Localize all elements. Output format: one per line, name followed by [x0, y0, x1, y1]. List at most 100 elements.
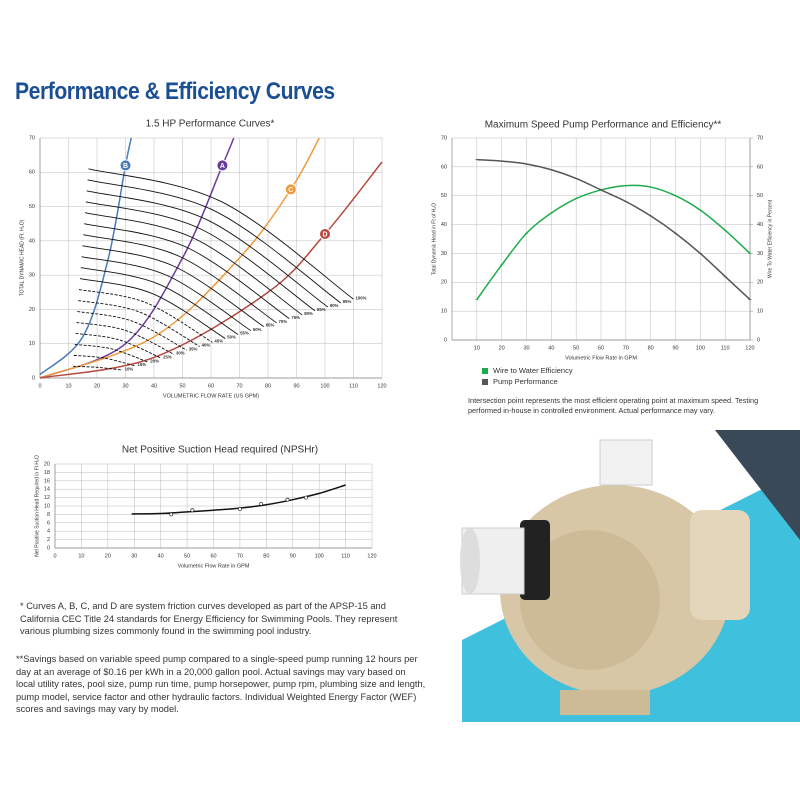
legend-label: Pump Performance	[493, 377, 558, 386]
y-tick-label: 8	[47, 512, 50, 518]
curve-label: B	[123, 163, 128, 170]
chart-note: Intersection point represents the most e…	[468, 396, 759, 415]
y-tick-label: 2	[47, 537, 50, 543]
series-line	[39, 137, 132, 376]
pump-photo	[460, 430, 800, 722]
speed-label: 65%	[266, 323, 275, 328]
x-tick-label: 50	[573, 345, 579, 351]
series-line	[74, 343, 149, 363]
footnote: **Savings based on variable speed pump c…	[16, 654, 426, 714]
y-tick-label: 70	[441, 135, 447, 141]
data-point	[304, 495, 308, 500]
data-point	[259, 501, 263, 506]
series-line	[39, 161, 383, 379]
x-tick-label: 10	[78, 553, 84, 559]
speed-label: 10%	[125, 366, 134, 371]
speed-label: 85%	[317, 307, 326, 312]
curve-marker	[319, 228, 331, 240]
y2-tick-label: 0	[757, 337, 760, 343]
x-tick-label: 50	[179, 383, 185, 389]
speed-label: 45%	[214, 338, 223, 343]
pump-top-pipe	[599, 439, 653, 486]
speed-label: 30%	[176, 350, 185, 355]
data-point	[238, 507, 242, 511]
y-tick-label: 0	[444, 337, 447, 343]
speed-label: 15%	[137, 362, 146, 367]
x-tick-label: 40	[151, 383, 157, 389]
y-tick-label: 70	[29, 135, 35, 141]
x-tick-label: 40	[548, 345, 554, 351]
curve-marker	[284, 183, 297, 196]
y2-tick-label: 20	[757, 280, 763, 286]
series-line	[82, 245, 264, 327]
x-tick-label: 110	[349, 383, 358, 389]
speed-label: 20%	[150, 358, 159, 363]
speed-label: 50%	[227, 335, 236, 340]
y-tick-label: 20	[441, 280, 447, 286]
y-tick-label: 30	[441, 251, 447, 257]
series-line	[81, 256, 252, 332]
y-tick-label: 50	[441, 193, 447, 199]
y2-tick-label: 30	[757, 251, 763, 257]
series-line	[88, 168, 354, 300]
x-tick-label: 100	[315, 553, 324, 559]
y-tick-label: 40	[29, 238, 35, 244]
curve-label: C	[288, 187, 293, 194]
series-line	[476, 158, 751, 301]
curve-label: D	[322, 231, 327, 238]
y-tick-label: 20	[29, 307, 35, 313]
y-tick-label: 10	[29, 341, 35, 347]
chart-title: 1.5 HP Performance Curves*	[146, 119, 275, 130]
y-tick-label: 30	[29, 273, 35, 279]
x-axis-label: VOLUMETRIC FLOW RATE (US GPM)	[163, 393, 259, 399]
speed-label: 90%	[330, 303, 339, 308]
x-tick-label: 10	[474, 345, 480, 351]
y-tick-label: 60	[441, 164, 447, 170]
x-tick-label: 30	[131, 553, 137, 559]
speed-label: 75%	[291, 315, 300, 320]
y-axis-label: TOTAL DYNAMIC HEAD (Ft. H₂O)	[19, 219, 25, 296]
x-tick-label: 100	[696, 345, 705, 351]
x-tick-label: 10	[65, 383, 71, 389]
speed-label: 70%	[279, 319, 288, 324]
data-point	[190, 508, 195, 513]
series-line	[77, 311, 187, 351]
x-tick-label: 70	[623, 345, 629, 351]
series-line	[80, 267, 239, 335]
speed-label: 60%	[253, 327, 262, 332]
series-line	[76, 322, 175, 355]
pump-volute	[520, 530, 660, 670]
x-tick-label: 50	[184, 553, 190, 559]
x-tick-label: 80	[265, 383, 271, 389]
y-tick-label: 50	[29, 204, 35, 210]
speed-label: 80%	[304, 311, 313, 316]
y-tick-label: 10	[44, 503, 50, 509]
x-tick-label: 120	[367, 553, 376, 559]
y-tick-label: 18	[44, 470, 50, 476]
x-tick-label: 70	[237, 553, 243, 559]
pump-base	[560, 690, 650, 715]
series-line	[79, 278, 226, 339]
y2-tick-label: 50	[757, 193, 763, 199]
curve-marker	[119, 159, 132, 172]
x-tick-label: 80	[648, 345, 654, 351]
x-tick-label: 20	[499, 345, 505, 351]
series-line	[39, 137, 320, 379]
series-line	[84, 223, 290, 320]
x-tick-label: 120	[745, 345, 754, 351]
x-tick-label: 30	[122, 383, 128, 389]
legend-swatch	[482, 368, 488, 374]
y2-tick-label: 70	[757, 135, 763, 141]
y-tick-label: 12	[44, 495, 50, 501]
data-point	[285, 497, 290, 502]
y-tick-label: 20	[44, 461, 50, 467]
y2-tick-label: 60	[757, 164, 763, 170]
curve-marker	[216, 159, 229, 172]
x-tick-label: 0	[38, 383, 41, 389]
y-tick-label: 6	[47, 520, 50, 526]
y-tick-label: 16	[44, 478, 50, 484]
x-tick-label: 60	[210, 553, 216, 559]
speed-label: 40%	[202, 343, 211, 348]
